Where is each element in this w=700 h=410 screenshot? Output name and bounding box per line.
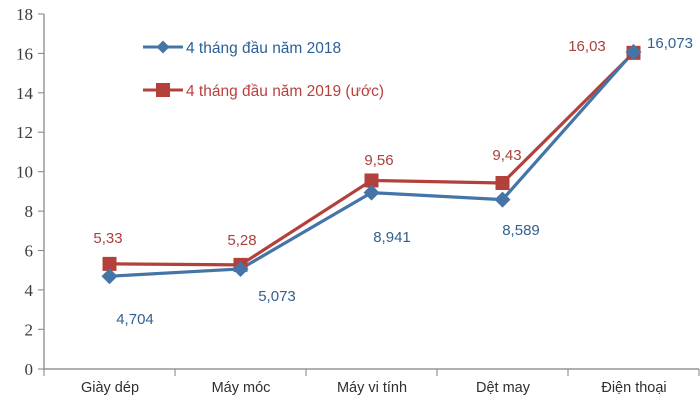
data-point-marker[interactable]	[363, 184, 380, 201]
data-label-2018-may-vi-tinh: 8,941	[373, 229, 411, 246]
data-point-marker[interactable]	[102, 256, 117, 271]
data-label-2019-giay-dep: 5,33	[93, 230, 122, 247]
y-tick-label-4: 4	[25, 281, 34, 300]
y-tick-label-2: 2	[25, 320, 34, 339]
data-point-marker[interactable]	[625, 44, 642, 61]
square-marker-icon	[156, 83, 170, 97]
x-tick-label-giay-dep: Giày dép	[81, 380, 139, 396]
data-point-marker[interactable]	[364, 173, 379, 188]
y-tick-label-8: 8	[25, 202, 34, 221]
legend-label-2018: 4 tháng đầu năm 2018	[186, 40, 341, 57]
y-tick-label-16: 16	[16, 44, 33, 63]
data-label-2018-giay-dep: 4,704	[116, 311, 154, 328]
legend-item-2019[interactable]: 4 tháng đầu năm 2019 (ước)	[143, 83, 384, 100]
legend-item-2018[interactable]: 4 tháng đầu năm 2018	[143, 40, 341, 57]
diamond-marker-icon	[156, 40, 170, 54]
data-label-2018-dien-thoai: 16,073	[647, 35, 693, 52]
data-point-marker[interactable]	[494, 191, 511, 208]
x-tick-label-may-vi-tinh: Máy vi tính	[337, 380, 407, 396]
y-tick-label-12: 12	[16, 123, 33, 142]
x-tick-marks	[43, 369, 700, 376]
data-label-2018-det-may: 8,589	[502, 222, 540, 239]
x-tick-label-dien-thoai: Điện thoại	[601, 380, 666, 396]
y-tick-label-6: 6	[25, 242, 34, 261]
data-label-2019-det-may: 9,43	[492, 147, 521, 164]
data-label-2019-may-vi-tinh: 9,56	[364, 152, 393, 169]
y-tick-label-18: 18	[16, 5, 33, 24]
data-label-2018-may-moc: 5,073	[258, 288, 296, 305]
data-point-marker[interactable]	[495, 176, 510, 191]
x-tick-label-det-may: Dệt may	[476, 380, 531, 396]
data-point-marker[interactable]	[232, 260, 249, 277]
y-tick-label-14: 14	[16, 84, 34, 103]
series-markers-2018	[101, 44, 642, 285]
y-tick-marks	[38, 13, 44, 370]
y-tick-label-0: 0	[25, 360, 34, 379]
data-label-2019-may-moc: 5,28	[227, 232, 256, 249]
data-point-marker[interactable]	[101, 268, 118, 285]
x-tick-label-may-moc: Máy móc	[212, 380, 271, 396]
legend-label-2019: 4 tháng đầu năm 2019 (ước)	[186, 83, 384, 100]
chart-legend: 4 tháng đầu năm 2018 4 tháng đầu năm 201…	[143, 40, 384, 100]
y-tick-label-10: 10	[16, 163, 33, 182]
data-label-2019-dien-thoai: 16,03	[568, 38, 606, 55]
